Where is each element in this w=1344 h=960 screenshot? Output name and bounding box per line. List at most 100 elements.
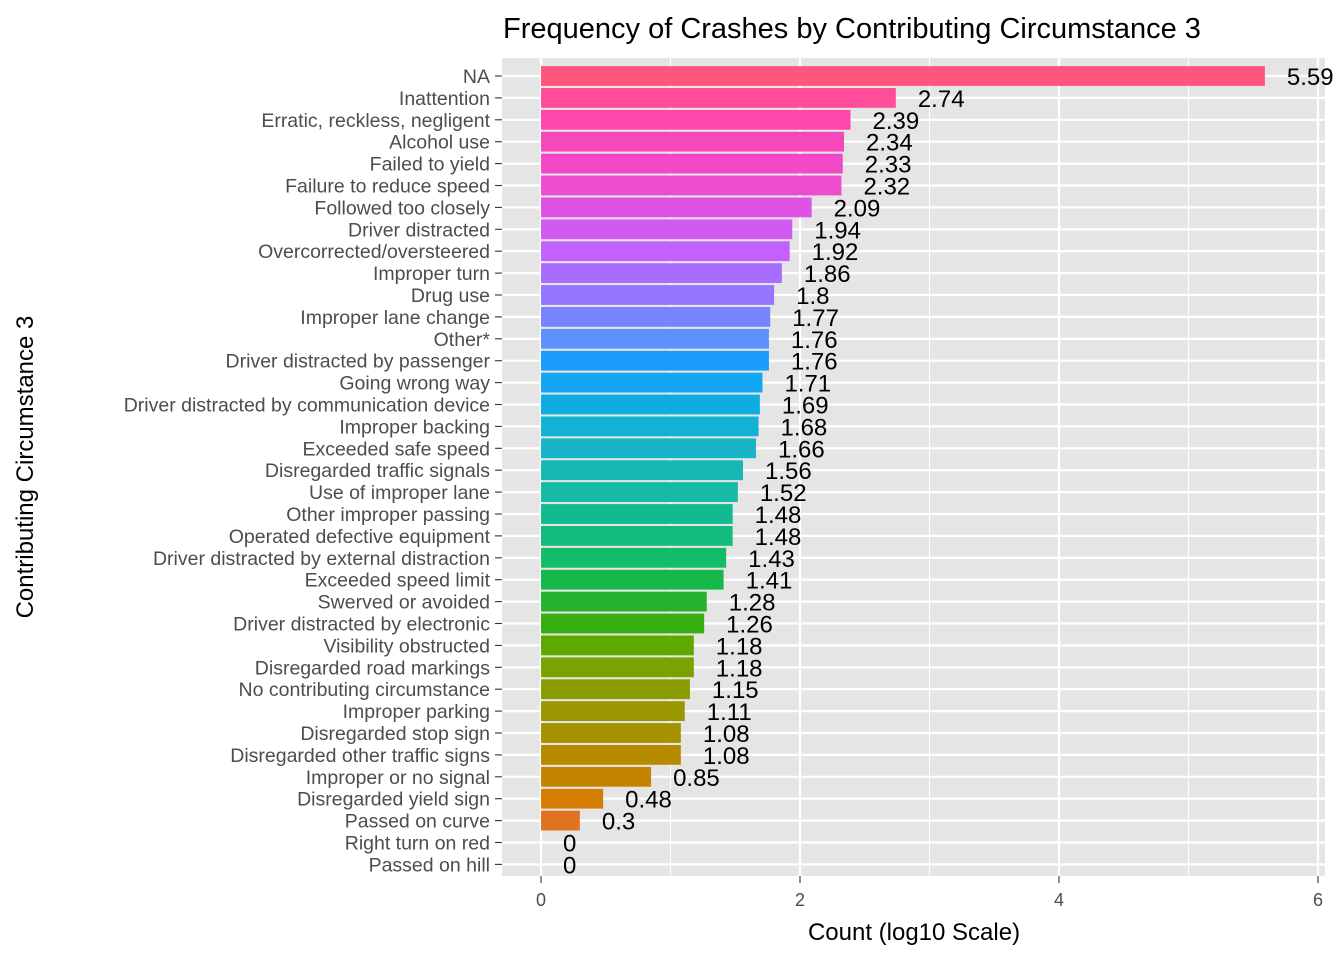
value-label: 1.77 [792,305,839,332]
bar [541,66,1265,86]
category-label: Improper backing [339,416,490,438]
bar [541,372,763,393]
value-label: 0 [563,852,576,879]
category-label: Driver distracted by communication devic… [124,395,490,417]
bar [541,460,744,481]
category-label: Improper parking [343,701,490,723]
category-label: Inattention [399,88,490,110]
bar [541,307,771,327]
category-label: Disregarded traffic signals [265,460,490,482]
value-label: 2.74 [918,86,965,113]
value-label: 1.08 [703,721,750,748]
category-label: Passed on curve [345,811,490,833]
value-label: 0.48 [625,787,672,814]
value-label: 1.56 [765,458,812,485]
bar [541,635,694,656]
bar [541,657,694,678]
value-label: 1.15 [712,677,759,704]
bar [541,613,705,634]
value-label: 2.32 [863,174,910,201]
x-axis-title: Count (log10 Scale) [808,919,1020,946]
value-label: 1.94 [814,217,861,244]
x-tick-label: 2 [795,890,805,910]
value-label: 1.76 [791,327,838,354]
category-label: Improper or no signal [306,767,490,789]
chart-title: Frequency of Crashes by Contributing Cir… [503,13,1201,45]
category-label: Exceeded speed limit [305,570,491,592]
value-label: 2.39 [873,108,920,135]
value-label: 1.28 [729,590,776,617]
bar [541,88,896,108]
bar [541,438,756,459]
bar [541,394,760,415]
bars [541,66,1265,831]
category-label: Driver distracted by external distractio… [153,548,490,570]
value-label: 2.33 [865,152,912,179]
bar [541,175,842,196]
bar [541,482,738,502]
value-label: 1.48 [755,502,802,529]
bar [541,219,793,240]
category-label: Erratic, reckless, negligent [261,110,490,132]
value-label: 1.76 [791,349,838,376]
category-label: No contributing circumstance [239,679,490,701]
value-label: 1.11 [707,699,752,726]
bar [541,328,769,349]
category-label: Swerved or avoided [318,592,490,614]
value-label: 1.48 [755,524,802,551]
category-label: Followed too closely [314,197,490,219]
category-label: Other improper passing [286,504,490,526]
bar [541,416,759,437]
category-label: Failed to yield [370,154,490,176]
category-label: Improper lane change [300,307,490,329]
category-label: NA [463,66,490,88]
bar [541,153,843,174]
x-tick-label: 4 [1054,890,1064,910]
bar [541,745,681,765]
bar [541,766,652,787]
category-label: Overcorrected/oversteered [258,241,490,263]
bar [541,504,733,524]
value-label: 0 [563,831,576,858]
bar [541,350,769,371]
category-label: Going wrong way [339,373,490,395]
category-label: Failure to reduce speed [285,176,490,198]
category-label: Right turn on red [345,833,490,855]
value-label: 1.52 [760,480,807,507]
bar [541,197,812,218]
x-tick-label: 6 [1313,890,1323,910]
value-label: 1.41 [746,568,793,595]
x-tick-label: 0 [536,890,546,910]
value-label: 1.43 [748,546,795,573]
bar [541,263,782,283]
value-label: 2.34 [866,130,913,157]
bar [541,526,733,546]
value-label: 0.3 [602,809,635,836]
category-label: Use of improper lane [309,482,490,504]
category-label: Driver distracted by passenger [226,351,491,373]
value-label: 1.08 [703,743,750,770]
bar [541,788,604,809]
category-label: Disregarded other traffic signs [230,745,490,767]
value-label: 1.86 [804,261,851,288]
bar [541,723,681,743]
category-label: Drug use [411,285,490,307]
bar [541,285,775,305]
category-label: Driver distracted by electronic [233,614,490,636]
value-label: 1.8 [796,283,829,310]
category-label: Exceeded safe speed [302,438,490,460]
bar [541,679,690,700]
bar [541,241,790,262]
category-label: Disregarded stop sign [300,723,490,745]
bar [541,591,707,612]
category-label: Passed on hill [369,854,490,876]
category-label: Improper turn [373,263,490,285]
x-axis: 0 2 4 6 [536,876,1323,910]
value-label: 1.26 [726,612,773,639]
category-label: Disregarded road markings [255,657,490,679]
bar [541,109,851,130]
value-labels: 5.59 2.742.392.342.332.322.091.941.921.86… [563,64,1334,879]
category-label: Operated defective equipment [229,526,491,548]
value-label: 1.71 [784,371,831,398]
